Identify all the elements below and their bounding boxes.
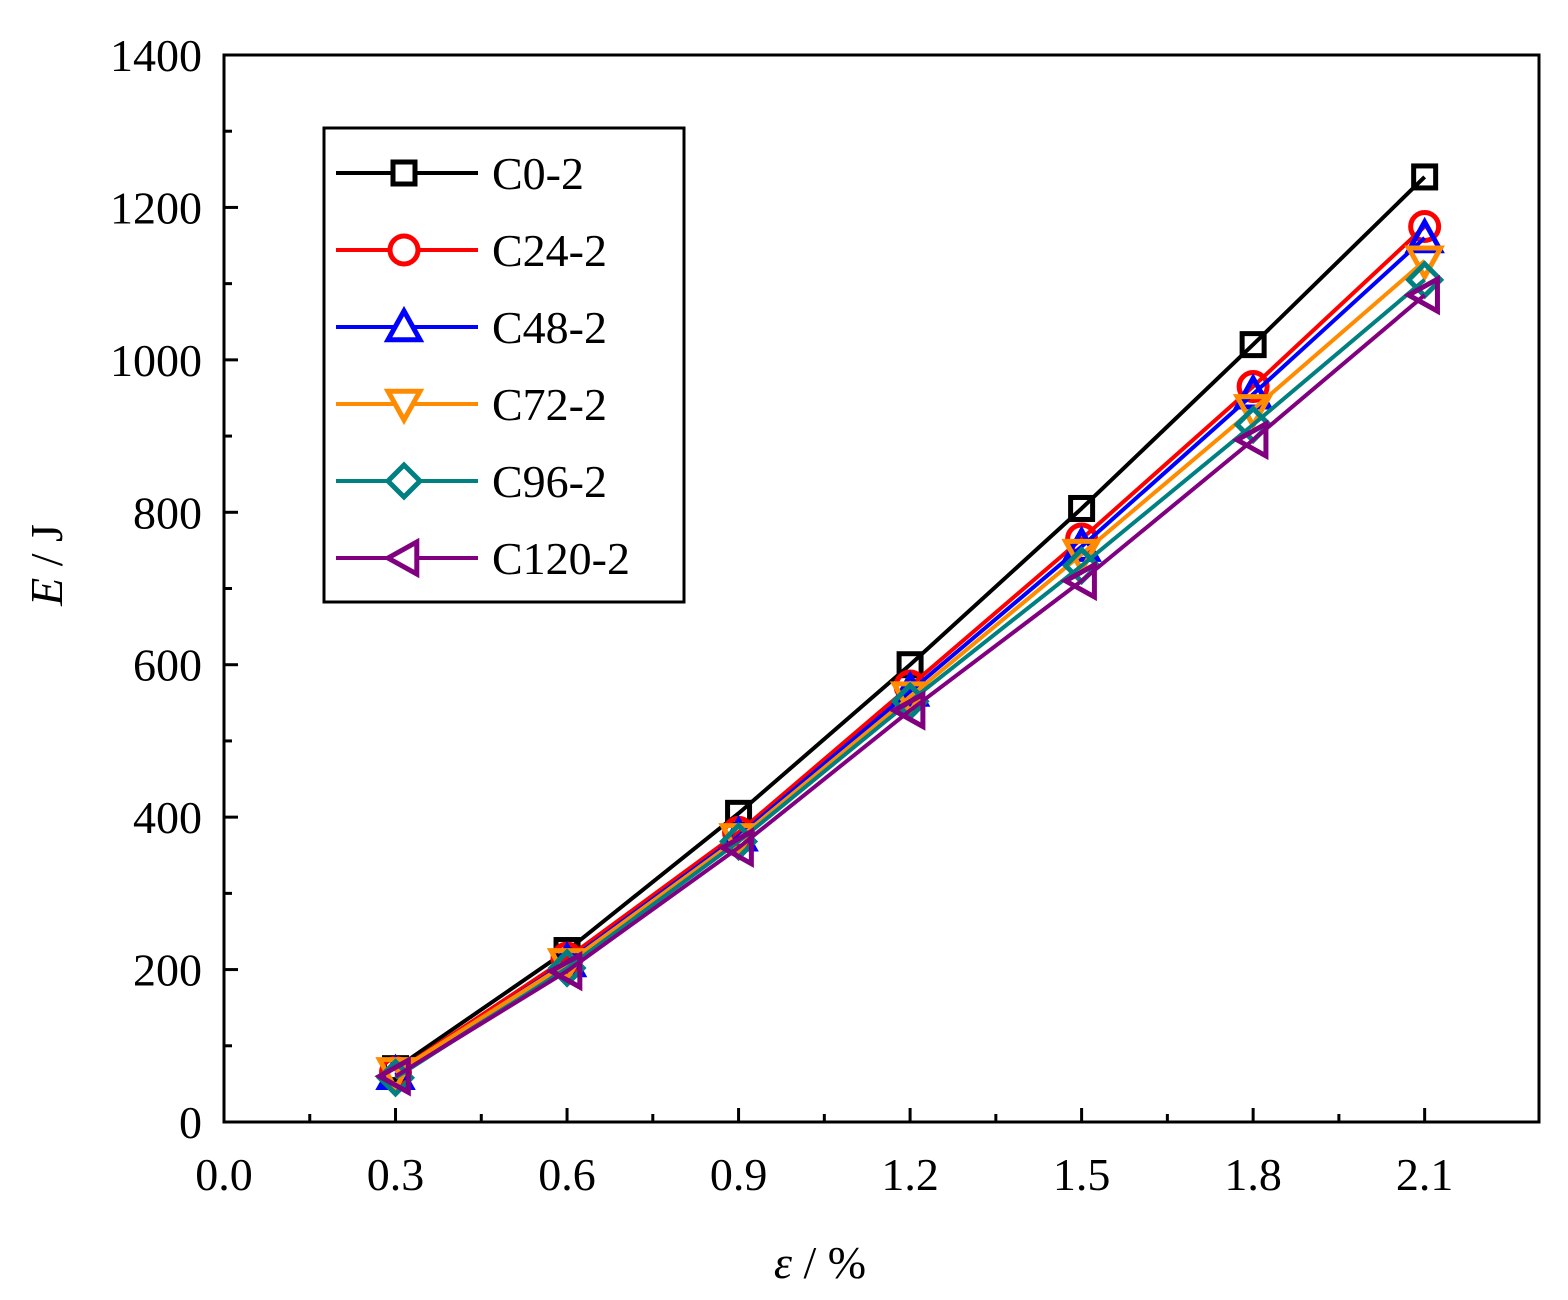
data-point-C24-2	[1236, 370, 1270, 404]
legend-marker	[383, 305, 425, 343]
legend-label: C72-2	[492, 379, 607, 430]
x-tick-label: 1.2	[881, 1149, 939, 1200]
x-axis-variable: ε	[774, 1237, 793, 1288]
x-tick-label: 1.8	[1224, 1149, 1282, 1200]
legend-marker	[383, 388, 425, 426]
y-tick-label: 600	[133, 640, 202, 691]
legend-item-C120-2: C120-2	[336, 533, 630, 584]
data-point-C120-2	[888, 690, 926, 731]
y-tick-label: 200	[133, 945, 202, 996]
legend-marker	[387, 233, 421, 267]
legend-marker	[382, 537, 420, 579]
x-tick-labels: 0.0 0.3 0.6 0.9 1.2 1.5 1.8 2.1	[195, 1149, 1453, 1200]
legend-label: C120-2	[492, 533, 630, 584]
series-C120-2	[374, 274, 1440, 1097]
data-point-C120-2	[545, 950, 583, 992]
data-point-C72-2	[1404, 245, 1445, 282]
legend-label: C24-2	[492, 225, 607, 276]
y-tick-label: 1200	[110, 182, 202, 233]
data-point-C0-2	[1239, 331, 1267, 359]
y-tick-label: 1400	[110, 30, 202, 81]
legend-frame	[322, 126, 686, 604]
data-point-C120-2	[1060, 560, 1097, 602]
legend-marker	[384, 461, 424, 501]
x-tick-label: 0.0	[195, 1149, 253, 1200]
data-point-C0-2	[1411, 163, 1439, 191]
data-point-C48-2	[1404, 216, 1445, 254]
legend-item-C48-2: C48-2	[336, 302, 607, 353]
y-tick-labels: 0 200 400 600 800 1000 1200 1400	[110, 30, 202, 1148]
legend-item-C72-2: C72-2	[336, 379, 607, 430]
x-axis-unit: / %	[792, 1237, 866, 1288]
x-tick-label: 0.3	[367, 1149, 425, 1200]
legend-label: C0-2	[492, 148, 584, 199]
data-point-C120-2	[374, 1056, 411, 1097]
series-lines	[374, 163, 1445, 1098]
legend-item-C96-2: C96-2	[336, 456, 607, 507]
data-point-C120-2	[1403, 274, 1440, 316]
legend-label: C96-2	[492, 456, 607, 507]
legend-item-C24-2: C24-2	[336, 225, 607, 276]
series-line-C120-2	[394, 293, 1426, 1078]
y-tick-label: 400	[133, 792, 202, 843]
data-point-C120-2	[1231, 419, 1269, 461]
plot-area-frame	[222, 53, 1541, 1124]
y-axis-variable: E	[21, 578, 72, 607]
y-axis-label: E / J	[21, 524, 72, 607]
legend-label: C48-2	[492, 302, 607, 353]
x-tick-label: 0.9	[710, 1149, 768, 1200]
data-point-C120-2	[717, 827, 754, 868]
x-tick-label: 1.5	[1053, 1149, 1111, 1200]
x-tick-label: 0.6	[538, 1149, 596, 1200]
y-tick-label: 1000	[110, 335, 202, 386]
data-point-C0-2	[1068, 494, 1096, 522]
x-axis-label: ε / %	[774, 1237, 866, 1288]
y-tick-label: 800	[133, 487, 202, 538]
legend-item-C0-2: C0-2	[336, 148, 584, 199]
legend-marker	[390, 159, 418, 187]
legend: C0-2 C24-2 C48-2 C72-2 C96-2 C120-2	[322, 126, 686, 604]
x-tick-label: 2.1	[1396, 1149, 1454, 1200]
y-tick-label: 0	[179, 1097, 202, 1148]
data-point-C72-2	[1232, 394, 1274, 431]
y-axis-unit: / J	[21, 524, 72, 578]
